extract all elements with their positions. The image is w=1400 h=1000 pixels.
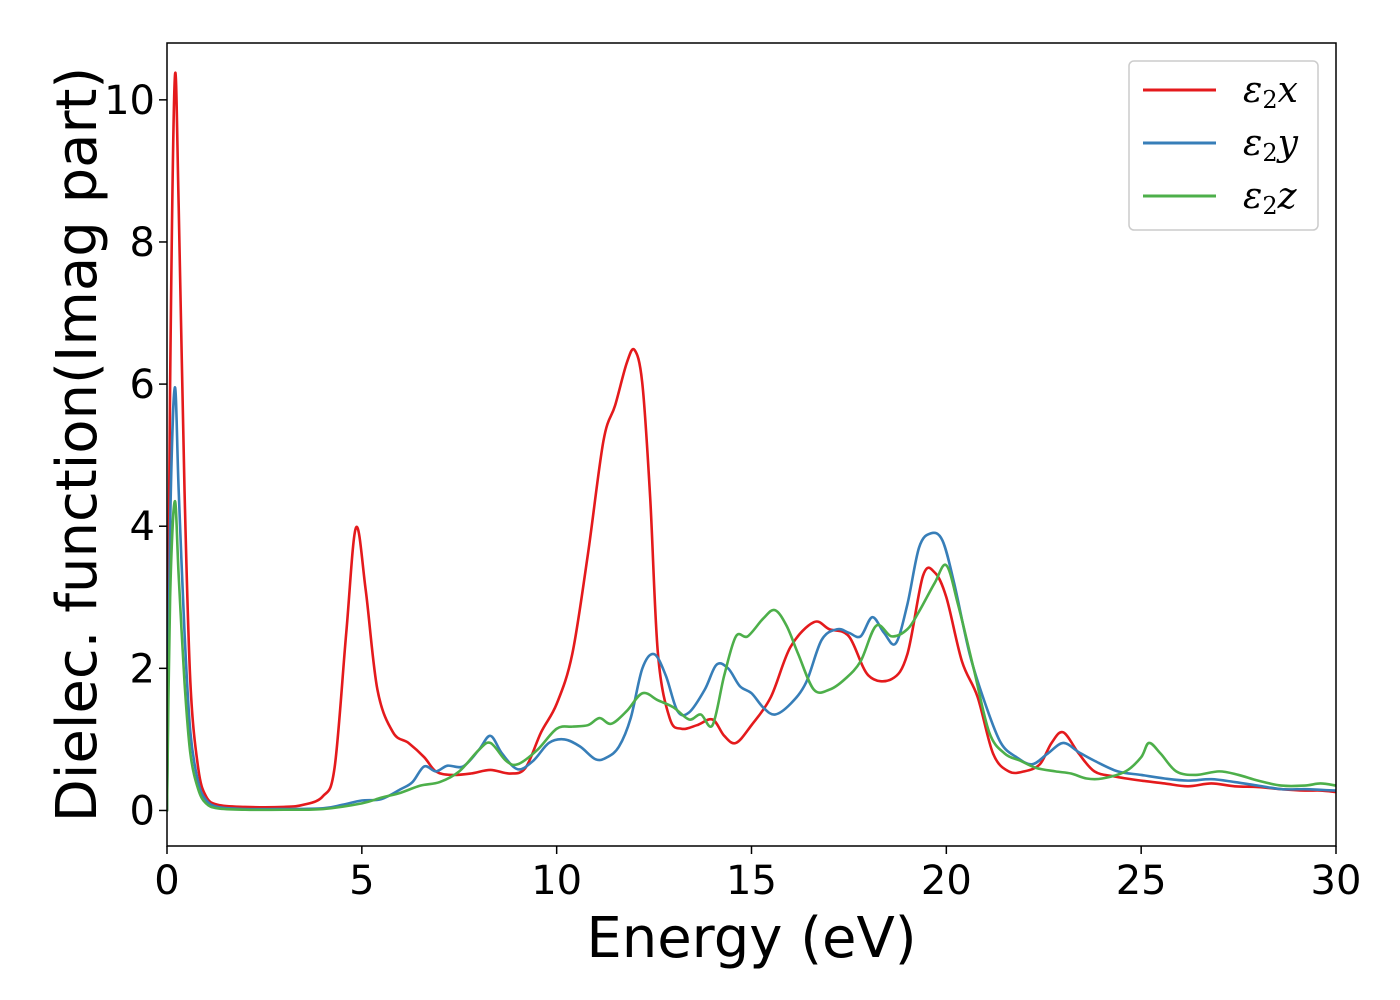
legend-label-y: ε2y: [1243, 123, 1299, 167]
x-axis-title: Energy (eV): [586, 906, 916, 971]
x-tick-label: 5: [349, 858, 374, 904]
legend-label-z: ε2z: [1243, 176, 1298, 220]
x-tick-label: 15: [726, 858, 777, 904]
series-line-z: [167, 500, 1336, 812]
x-tick-label: 20: [921, 858, 972, 904]
y-tick-label: 4: [130, 504, 155, 550]
x-tick-label: 0: [154, 858, 179, 904]
x-tick-label: 30: [1311, 858, 1362, 904]
legend: ε2x ε2y ε2z: [1128, 60, 1319, 231]
legend-box: [1128, 60, 1319, 231]
y-tick-label: 2: [130, 646, 155, 692]
x-axis-ticks: 0 5 10 15 20 25 30: [154, 846, 1361, 904]
y-axis-title: Dielec. function(Imag part): [45, 67, 110, 823]
y-tick-label: 6: [130, 362, 155, 408]
series-layer: [167, 71, 1336, 812]
y-tick-label: 0: [130, 788, 155, 834]
x-tick-label: 10: [531, 858, 582, 904]
y-tick-label: 10: [104, 78, 155, 124]
legend-label-x: ε2x: [1243, 70, 1298, 114]
y-tick-label: 8: [130, 220, 155, 266]
series-line-x: [167, 71, 1336, 812]
y-axis-ticks: 0 2 4 6 8 10: [104, 78, 167, 834]
x-tick-label: 25: [1116, 858, 1167, 904]
